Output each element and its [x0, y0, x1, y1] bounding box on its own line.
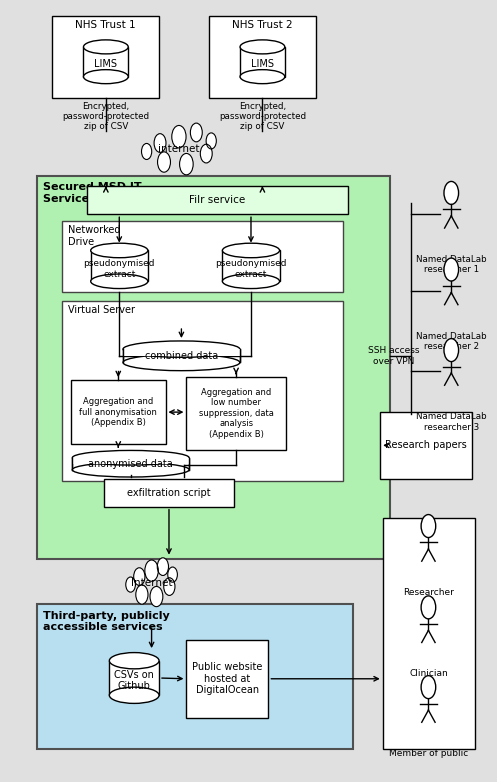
- Text: Named DataLab
researcher 1: Named DataLab researcher 1: [416, 255, 487, 274]
- Ellipse shape: [73, 450, 189, 465]
- Circle shape: [142, 143, 152, 160]
- Circle shape: [164, 578, 175, 595]
- Ellipse shape: [109, 687, 159, 704]
- Text: Named DataLab
researcher 3: Named DataLab researcher 3: [416, 412, 487, 432]
- Ellipse shape: [73, 462, 189, 477]
- Circle shape: [421, 515, 436, 537]
- Bar: [52, 16, 159, 98]
- Bar: [87, 186, 348, 214]
- Bar: [123, 349, 240, 356]
- Circle shape: [150, 586, 163, 607]
- Circle shape: [444, 181, 459, 204]
- Text: Third-party, publicly
accessible services: Third-party, publicly accessible service…: [43, 611, 170, 633]
- Bar: [37, 176, 390, 559]
- Text: Member of public: Member of public: [389, 749, 468, 759]
- Ellipse shape: [83, 70, 128, 84]
- Ellipse shape: [91, 243, 148, 258]
- Text: Secured MSD IT
Services (within VPN): Secured MSD IT Services (within VPN): [43, 182, 179, 204]
- Circle shape: [134, 568, 145, 586]
- Text: pseudonymised
extract: pseudonymised extract: [215, 260, 287, 278]
- Text: NHS Trust 2: NHS Trust 2: [232, 20, 292, 30]
- Bar: [383, 518, 475, 749]
- Bar: [91, 250, 148, 282]
- Text: anonymised data: anonymised data: [88, 459, 173, 468]
- Bar: [380, 412, 472, 479]
- Text: internet: internet: [158, 145, 200, 154]
- Circle shape: [154, 134, 166, 152]
- Ellipse shape: [109, 652, 159, 669]
- Ellipse shape: [223, 243, 279, 258]
- Circle shape: [157, 558, 168, 576]
- Bar: [83, 47, 128, 77]
- Text: Named DataLab
researcher 2: Named DataLab researcher 2: [416, 332, 487, 351]
- Circle shape: [190, 123, 202, 142]
- Bar: [37, 604, 353, 749]
- Text: Aggregation and
full anonymisation
(Appendix B): Aggregation and full anonymisation (Appe…: [80, 397, 157, 427]
- Circle shape: [421, 676, 436, 698]
- Circle shape: [172, 125, 186, 148]
- Text: exfiltration script: exfiltration script: [127, 488, 211, 497]
- Text: Public website
hosted at
DigitalOcean: Public website hosted at DigitalOcean: [192, 662, 262, 695]
- Circle shape: [444, 258, 459, 281]
- Circle shape: [136, 585, 148, 604]
- Bar: [62, 301, 343, 481]
- Text: Aggregation and
low number
suppression, data
analysis
(Appendix B): Aggregation and low number suppression, …: [199, 388, 273, 439]
- Ellipse shape: [123, 354, 240, 371]
- Circle shape: [126, 577, 135, 592]
- Ellipse shape: [240, 70, 285, 84]
- Text: LIMS: LIMS: [94, 59, 117, 69]
- Ellipse shape: [240, 40, 285, 54]
- Text: Clinician: Clinician: [409, 669, 448, 679]
- Text: Research papers: Research papers: [385, 440, 467, 450]
- Bar: [73, 457, 189, 464]
- Ellipse shape: [83, 40, 128, 54]
- Text: CSVs on
Github: CSVs on Github: [114, 669, 154, 691]
- Ellipse shape: [91, 274, 148, 289]
- Bar: [209, 16, 316, 98]
- Circle shape: [179, 153, 193, 175]
- Bar: [71, 380, 166, 444]
- Ellipse shape: [223, 274, 279, 289]
- Bar: [109, 661, 159, 695]
- Bar: [123, 349, 240, 363]
- Bar: [240, 47, 285, 77]
- Text: Filr service: Filr service: [189, 196, 246, 205]
- Bar: [62, 221, 343, 292]
- Circle shape: [145, 560, 159, 581]
- Text: SSH access
over VPN: SSH access over VPN: [368, 346, 420, 365]
- Circle shape: [200, 144, 212, 163]
- Circle shape: [168, 567, 177, 582]
- Bar: [73, 457, 189, 470]
- Text: Researcher: Researcher: [403, 588, 454, 597]
- Text: Networked
Drive: Networked Drive: [68, 225, 121, 247]
- Text: Internet: Internet: [131, 578, 172, 587]
- Circle shape: [421, 596, 436, 619]
- Circle shape: [206, 133, 216, 149]
- Bar: [223, 250, 279, 282]
- Circle shape: [444, 339, 459, 361]
- Text: Virtual Server: Virtual Server: [68, 305, 135, 315]
- Bar: [186, 640, 268, 718]
- Text: combined data: combined data: [145, 351, 218, 361]
- Bar: [104, 479, 234, 507]
- Ellipse shape: [123, 341, 240, 357]
- Text: NHS Trust 1: NHS Trust 1: [76, 20, 136, 30]
- Text: LIMS: LIMS: [251, 59, 274, 69]
- Text: Encrypted,
password-protected
zip of CSV: Encrypted, password-protected zip of CSV: [62, 102, 150, 131]
- Bar: [186, 377, 286, 450]
- Text: pseudonymised
extract: pseudonymised extract: [83, 260, 155, 278]
- Circle shape: [158, 152, 170, 172]
- Text: Encrypted,
password-protected
zip of CSV: Encrypted, password-protected zip of CSV: [219, 102, 306, 131]
